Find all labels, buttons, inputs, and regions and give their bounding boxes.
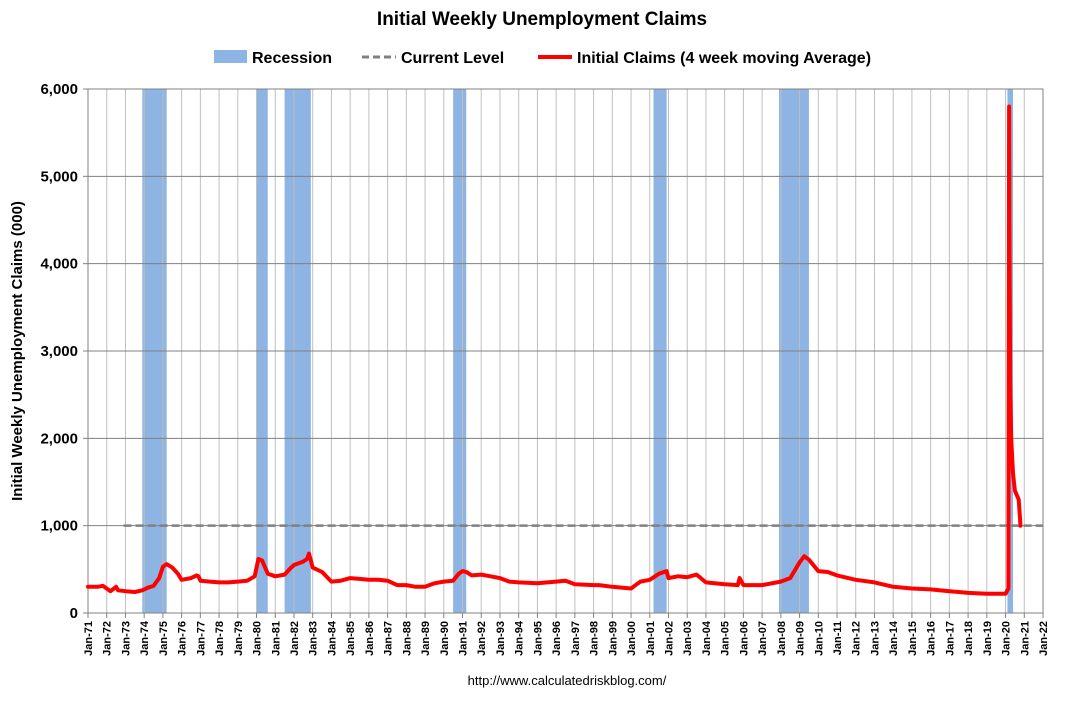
x-tick-label-24: Jan-95 [532,621,544,656]
x-tick-label-18: Jan-89 [420,621,432,656]
y-tick-label-4: 4,000 [40,256,78,273]
x-tick-label-29: Jan-00 [626,621,638,656]
x-axis-ticks: Jan-71 Jan-72 Jan-73 Jan-74 Jan-75 Jan-76 Jan-… [83,613,1050,656]
x-tick-label-14: Jan-85 [345,621,357,656]
x-tick-label-39: Jan-10 [813,621,825,656]
x-tick-label-22: Jan-93 [495,621,507,656]
x-tick-label-4: Jan-75 [158,621,170,656]
x-tick-label-7: Jan-78 [214,621,226,656]
x-tick-label-40: Jan-11 [832,621,844,655]
x-tick-label-15: Jan-86 [364,621,376,656]
x-tick-label-49: Jan-20 [1001,621,1013,656]
initial-claims-line [86,104,1023,596]
x-tick-label-9: Jan-80 [252,621,264,656]
x-tick-label-46: Jan-17 [944,621,956,656]
x-tick-label-27: Jan-98 [589,621,601,656]
x-tick-label-50: Jan-21 [1019,621,1031,656]
legend-label-1: Current Level [401,50,504,67]
x-tick-label-44: Jan-15 [907,621,919,656]
legend: Recession Current Level Initial Claims (4 … [214,50,871,67]
legend-label-0: Recession [252,50,332,67]
x-tick-label-33: Jan-04 [701,620,713,656]
x-tick-label-30: Jan-01 [645,621,657,656]
x-tick-label-5: Jan-76 [177,621,189,656]
legend-label-2: Initial Claims (4 week moving Average) [577,50,871,67]
y-axis-label: Initial Weekly Unemployment Claims (000) [9,201,26,501]
x-tick-label-19: Jan-90 [439,621,451,656]
x-tick-label-36: Jan-07 [757,621,769,656]
y-tick-label-3: 3,000 [40,343,78,360]
x-tick-label-34: Jan-05 [720,621,732,656]
x-tick-label-13: Jan-84 [326,620,338,656]
x-tick-label-6: Jan-77 [195,621,207,656]
source-url: http://www.calculatedriskblog.com/ [468,673,667,688]
x-tick-label-1: Jan-72 [102,621,114,656]
x-tick-label-8: Jan-79 [233,621,245,656]
x-tick-label-16: Jan-87 [383,621,395,656]
x-tick-label-41: Jan-12 [851,621,863,656]
x-tick-label-43: Jan-14 [888,620,900,656]
y-tick-label-5: 5,000 [40,168,78,185]
y-tick-label-1: 1,000 [40,518,78,535]
x-tick-label-51: Jan-22 [1038,621,1050,656]
x-tick-label-47: Jan-18 [963,621,975,656]
x-tick-label-20: Jan-91 [458,621,470,656]
x-tick-label-11: Jan-82 [289,621,301,656]
x-tick-label-28: Jan-99 [607,621,619,656]
y-tick-label-0: 0 [70,605,78,622]
x-tick-label-2: Jan-73 [120,621,132,656]
x-tick-label-0: Jan-71 [83,621,95,656]
x-tick-label-35: Jan-06 [738,621,750,656]
x-tick-label-48: Jan-19 [982,621,994,656]
y-tick-label-2: 2,000 [40,430,78,447]
x-tick-label-45: Jan-16 [926,621,938,656]
x-tick-label-38: Jan-09 [795,621,807,656]
x-tick-label-26: Jan-97 [570,621,582,656]
x-tick-label-10: Jan-81 [270,621,282,656]
x-tick-label-21: Jan-92 [476,621,488,656]
x-tick-label-23: Jan-94 [514,620,526,656]
grid-lines [87,88,1044,614]
x-tick-label-31: Jan-02 [663,621,675,656]
y-tick-label-6: 6,000 [40,81,78,98]
x-tick-label-37: Jan-08 [776,621,788,656]
x-tick-label-42: Jan-13 [869,621,881,656]
x-tick-label-12: Jan-83 [308,621,320,656]
x-tick-label-17: Jan-88 [401,621,413,656]
y-axis-ticks: 0 1,000 2,000 3,000 4,000 5,000 6,000 [40,81,88,622]
x-tick-label-32: Jan-03 [682,621,694,656]
chart-title: Initial Weekly Unemployment Claims [377,9,707,30]
legend-swatch-recession [214,50,247,63]
x-tick-label-25: Jan-96 [551,621,563,656]
x-tick-label-3: Jan-74 [139,620,151,656]
